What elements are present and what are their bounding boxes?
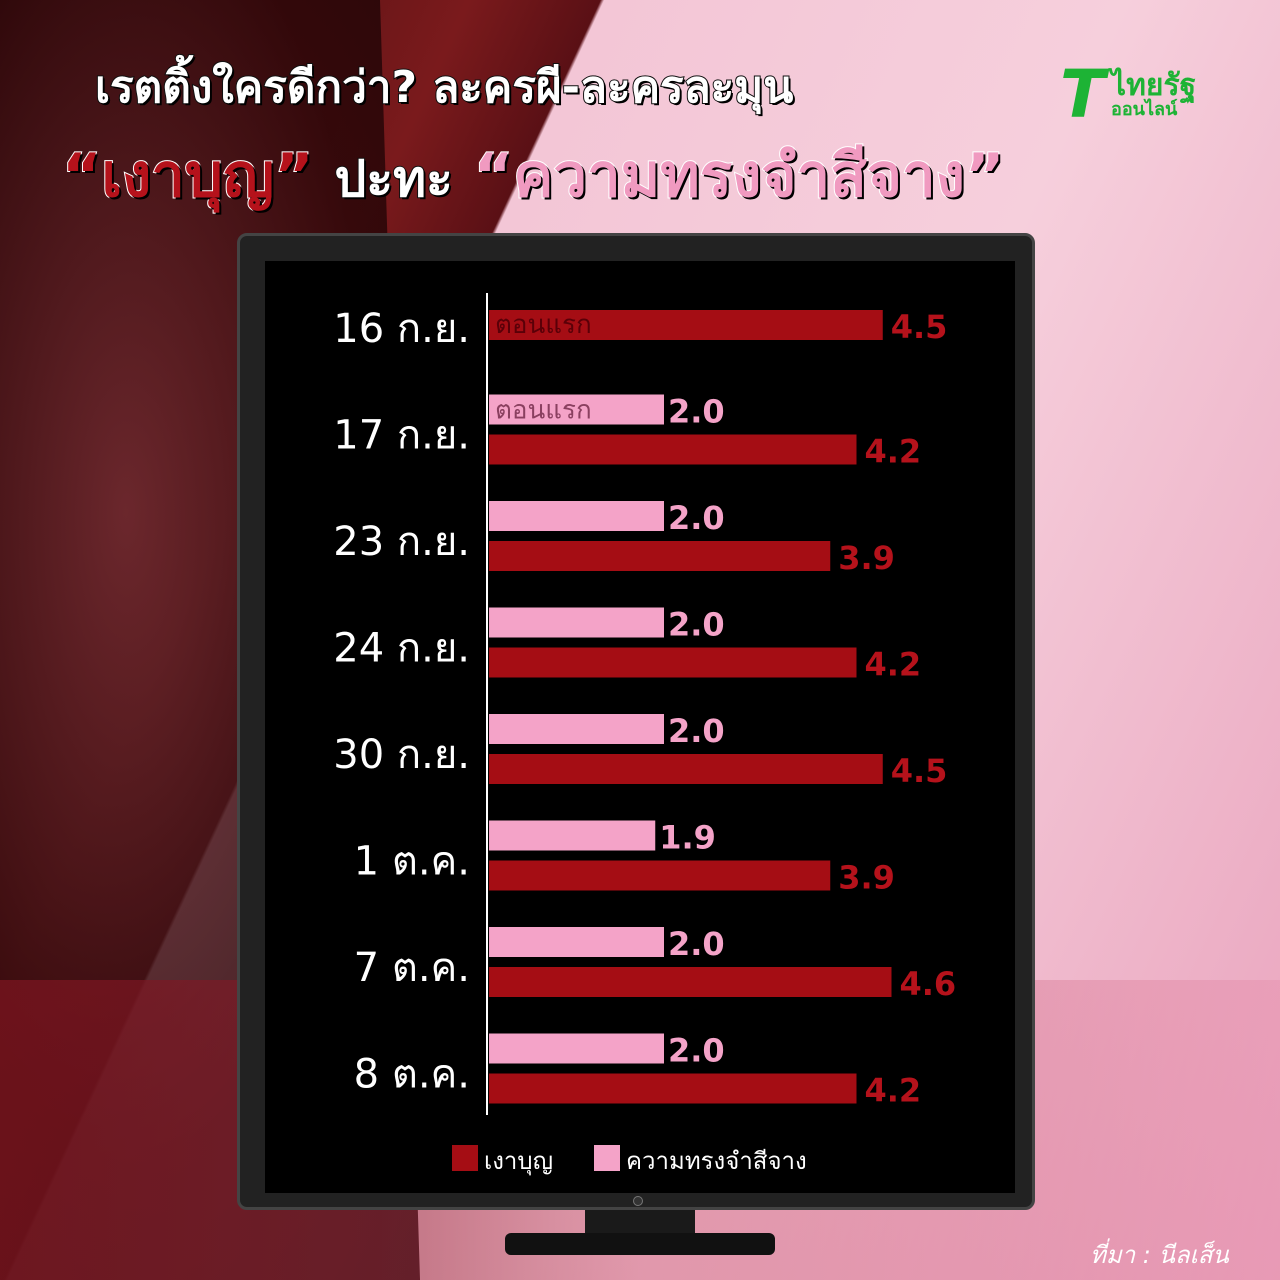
category-label: 7 ต.ค. [354,945,470,991]
bar-khwamsongjam [489,501,664,531]
value-label: 2.0 [668,712,725,750]
monitor-stand [585,1210,695,1235]
value-label: 4.5 [891,752,948,790]
bar-khwamsongjam [489,820,656,851]
value-label: 4.5 [891,308,948,346]
value-label: 2.0 [668,1032,725,1070]
monitor-base [505,1233,775,1255]
title-line1: เรตติ้งใครดีกว่า? ละครผี-ละครละมุน [94,61,794,114]
value-label: 2.0 [668,925,725,963]
value-label: 4.2 [865,1072,922,1110]
logo-name: ไทยรัฐ [1111,68,1197,103]
bar-ngaoboon [489,967,892,997]
value-label: 2.0 [668,606,725,644]
category-label: 16 ก.ย. [333,306,470,352]
value-label: 3.9 [838,539,895,577]
bar-ngaoboon [489,860,831,891]
first-episode-annotation: ตอนแรก [495,396,592,426]
bar-ngaoboon [489,647,857,678]
bar-ngaoboon [489,434,857,465]
bar-ngaoboon [489,310,883,340]
bar-khwamsongjam [489,714,664,744]
legend-swatch-ngaoboon [452,1145,478,1171]
category-label: 23 ก.ย. [333,519,470,565]
value-label: 3.9 [838,859,895,897]
legend-label: เงาบุญ [484,1147,553,1176]
bar-ngaoboon [489,754,883,784]
source-note: ที่มา : นีลเส็น [1090,1241,1229,1269]
value-label: 4.2 [865,646,922,684]
legend-label: ความทรงจำสีจาง [626,1147,807,1175]
value-label: 1.9 [659,819,716,857]
bar-khwamsongjam [489,607,664,638]
category-label: 24 ก.ย. [333,626,470,672]
first-episode-annotation: ตอนแรก [495,310,592,340]
value-label: 4.2 [865,433,922,471]
title-line2: “เงาบุญ” ปะทะ “ความทรงจำสีจาง” [61,128,1006,223]
bar-khwamsongjam [489,927,664,957]
bar-khwamsongjam [489,1033,664,1064]
thairath-logo: T ไทยรัฐ ออนไลน์ [1060,62,1196,128]
value-label: 2.0 [668,393,725,431]
title-show1: “เงาบุญ” [61,140,315,212]
camera-dot [633,1196,643,1206]
bar-ngaoboon [489,1073,857,1104]
title-vs: ปะทะ [333,149,453,209]
title-show2: “ความทรงจำสีจาง” [473,140,1006,212]
bar-khwamsongjam [489,394,664,425]
logo-sub: ออนไลน์ [1111,99,1178,120]
category-label: 30 ก.ย. [333,732,470,778]
category-label: 8 ต.ค. [354,1052,470,1098]
logo-mark: T [1060,56,1106,133]
category-label: 1 ต.ค. [354,839,470,885]
value-label: 4.6 [900,965,957,1003]
value-label: 2.0 [668,499,725,537]
category-label: 17 ก.ย. [333,413,470,459]
legend-swatch-khwamsongjam [594,1145,620,1171]
bar-ngaoboon [489,541,831,571]
